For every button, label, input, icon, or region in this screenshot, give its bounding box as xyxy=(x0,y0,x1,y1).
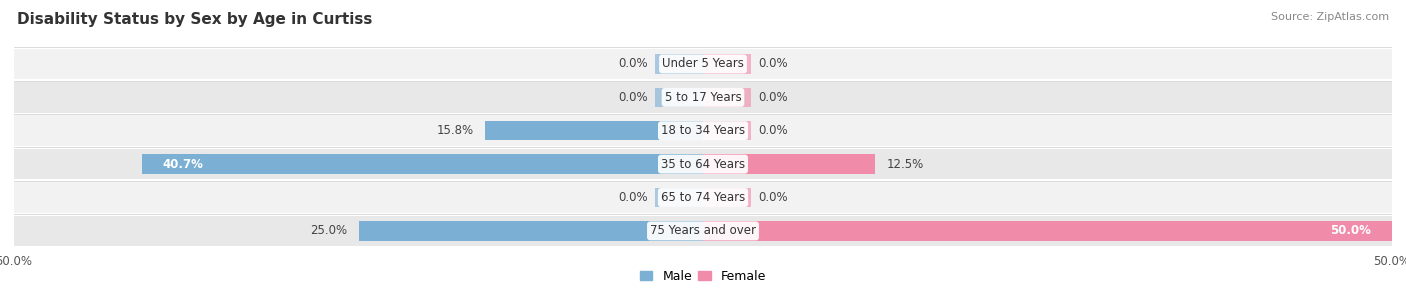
Bar xyxy=(703,154,875,174)
Bar xyxy=(14,182,1392,213)
Bar xyxy=(703,121,751,140)
Bar xyxy=(655,188,703,207)
Bar xyxy=(655,88,703,107)
Bar xyxy=(14,116,1392,146)
Bar xyxy=(703,221,1392,240)
Bar xyxy=(703,88,751,107)
Bar xyxy=(703,54,751,74)
Text: 0.0%: 0.0% xyxy=(758,191,787,204)
Text: 35 to 64 Years: 35 to 64 Years xyxy=(661,158,745,171)
Text: 25.0%: 25.0% xyxy=(311,224,347,237)
Bar xyxy=(359,221,703,240)
Text: 0.0%: 0.0% xyxy=(619,91,648,104)
Text: 0.0%: 0.0% xyxy=(758,124,787,137)
Text: 65 to 74 Years: 65 to 74 Years xyxy=(661,191,745,204)
Legend: Male, Female: Male, Female xyxy=(636,265,770,288)
Bar xyxy=(142,154,703,174)
Text: 12.5%: 12.5% xyxy=(886,158,924,171)
Text: 5 to 17 Years: 5 to 17 Years xyxy=(665,91,741,104)
Text: Disability Status by Sex by Age in Curtiss: Disability Status by Sex by Age in Curti… xyxy=(17,12,373,27)
Bar xyxy=(14,49,1392,79)
Bar xyxy=(655,54,703,74)
Text: Under 5 Years: Under 5 Years xyxy=(662,57,744,71)
Bar xyxy=(485,121,703,140)
Text: 50.0%: 50.0% xyxy=(1330,224,1371,237)
Text: 40.7%: 40.7% xyxy=(163,158,204,171)
Text: 0.0%: 0.0% xyxy=(758,91,787,104)
Text: Source: ZipAtlas.com: Source: ZipAtlas.com xyxy=(1271,12,1389,22)
Text: 0.0%: 0.0% xyxy=(619,191,648,204)
Bar xyxy=(14,216,1392,246)
Text: 0.0%: 0.0% xyxy=(758,57,787,71)
Text: 0.0%: 0.0% xyxy=(619,57,648,71)
Text: 75 Years and over: 75 Years and over xyxy=(650,224,756,237)
Text: 15.8%: 15.8% xyxy=(437,124,474,137)
Bar xyxy=(14,82,1392,113)
Bar xyxy=(703,188,751,207)
Text: 18 to 34 Years: 18 to 34 Years xyxy=(661,124,745,137)
Bar xyxy=(14,149,1392,179)
